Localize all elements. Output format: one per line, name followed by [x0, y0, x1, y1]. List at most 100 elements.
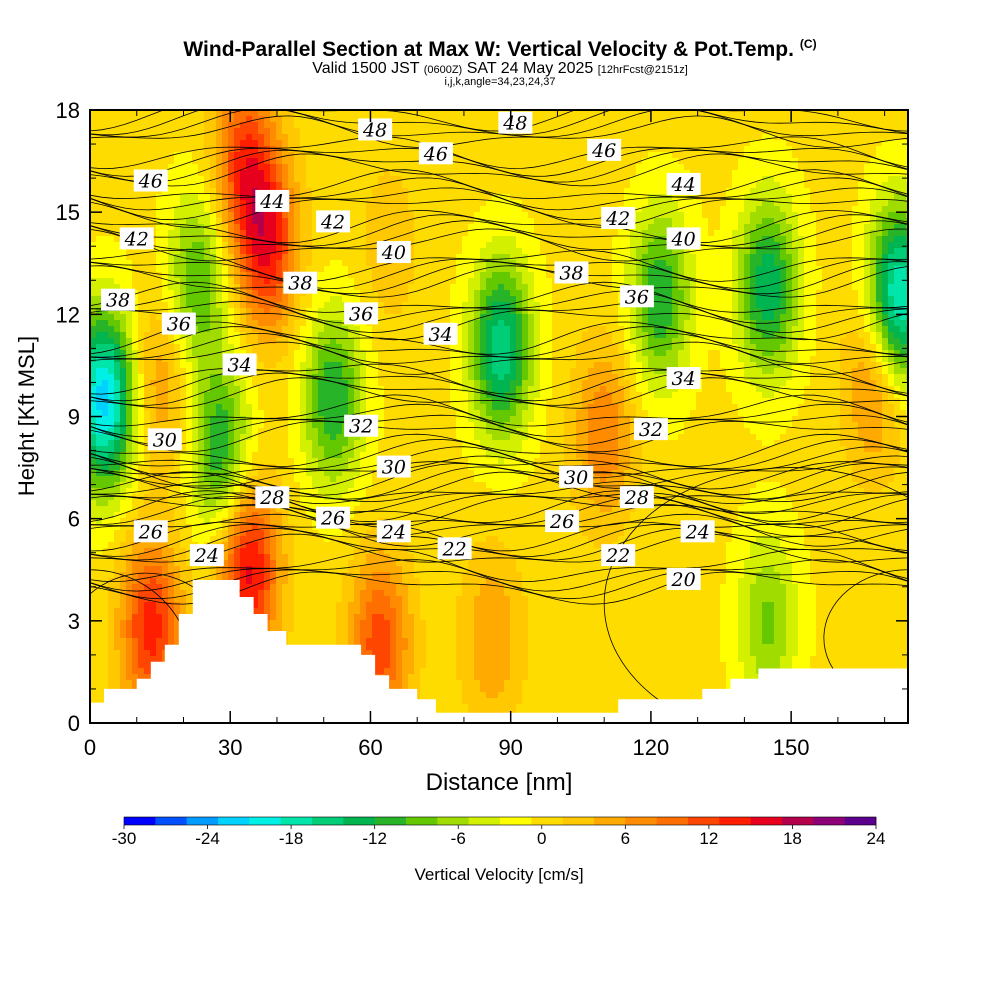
- field-cell: [330, 386, 337, 393]
- field-cell: [348, 116, 355, 123]
- field-cell: [174, 170, 181, 177]
- field-cell: [318, 194, 325, 201]
- field-cell: [354, 224, 361, 231]
- field-cell: [324, 314, 331, 321]
- field-cell: [336, 368, 343, 375]
- field-cell: [186, 410, 193, 417]
- field-cell: [282, 470, 289, 477]
- field-cell: [306, 338, 313, 345]
- field-cell: [300, 626, 307, 633]
- field-cell: [90, 128, 97, 135]
- field-cell: [330, 326, 337, 333]
- field-cell: [282, 182, 289, 189]
- field-cell: [354, 584, 361, 591]
- field-cell: [246, 278, 253, 285]
- field-cell: [216, 248, 223, 255]
- field-cell: [156, 392, 163, 399]
- field-cell: [294, 266, 301, 273]
- field-cell: [246, 188, 253, 195]
- field-cell: [282, 254, 289, 261]
- field-cell: [210, 458, 217, 465]
- field-cell: [228, 464, 235, 471]
- field-cell: [330, 266, 337, 273]
- field-cell: [138, 398, 145, 405]
- field-cell: [210, 134, 217, 141]
- field-cell: [126, 668, 133, 675]
- field-cell: [348, 404, 355, 411]
- field-cell: [174, 206, 181, 213]
- field-cell: [354, 500, 361, 507]
- field-cell: [312, 518, 319, 525]
- field-cell: [342, 332, 349, 339]
- field-cell: [234, 236, 241, 243]
- field-cell: [114, 428, 121, 435]
- field-cell: [90, 578, 97, 585]
- field-cell: [90, 248, 97, 255]
- field-cell: [114, 254, 121, 261]
- field-cell: [186, 272, 193, 279]
- field-cell: [270, 536, 277, 543]
- field-cell: [354, 332, 361, 339]
- field-cell: [234, 374, 241, 381]
- field-cell: [174, 344, 181, 351]
- field-cell: [372, 206, 379, 213]
- field-cell: [216, 476, 223, 483]
- field-cell: [306, 374, 313, 381]
- field-cell: [192, 524, 199, 531]
- field-cell: [300, 314, 307, 321]
- field-cell: [204, 314, 211, 321]
- field-cell: [276, 242, 283, 249]
- field-cell: [348, 338, 355, 345]
- field-cell: [174, 284, 181, 291]
- field-cell: [318, 428, 325, 435]
- field-cell: [378, 278, 385, 285]
- field-cell: [186, 164, 193, 171]
- field-cell: [192, 302, 199, 309]
- field-cell: [204, 362, 211, 369]
- field-cell: [354, 506, 361, 513]
- field-cell: [132, 458, 139, 465]
- field-cell: [336, 134, 343, 141]
- field-cell: [156, 218, 163, 225]
- field-cell: [252, 536, 259, 543]
- field-cell: [210, 188, 217, 195]
- field-cell: [318, 134, 325, 141]
- field-cell: [102, 326, 109, 333]
- field-cell: [216, 368, 223, 375]
- field-cell: [354, 536, 361, 543]
- field-cell: [360, 200, 367, 207]
- field-cell: [216, 344, 223, 351]
- field-cell: [258, 140, 265, 147]
- field-cell: [126, 404, 133, 411]
- field-cell: [252, 224, 259, 231]
- field-cell: [336, 272, 343, 279]
- field-cell: [318, 566, 325, 573]
- field-cell: [222, 404, 229, 411]
- field-cell: [198, 524, 205, 531]
- field-cell: [174, 632, 181, 639]
- field-cell: [102, 314, 109, 321]
- field-cell: [102, 626, 109, 633]
- field-cell: [150, 146, 157, 153]
- field-cell: [282, 110, 289, 117]
- field-cell: [192, 410, 199, 417]
- field-cell: [96, 404, 103, 411]
- field-cell: [276, 590, 283, 597]
- field-cell: [216, 452, 223, 459]
- field-cell: [114, 656, 121, 663]
- field-cell: [138, 122, 145, 129]
- field-cell: [132, 650, 139, 657]
- field-cell: [228, 140, 235, 147]
- field-cell: [168, 572, 175, 579]
- field-cell: [138, 446, 145, 453]
- field-cell: [300, 620, 307, 627]
- field-cell: [294, 380, 301, 387]
- field-cell: [264, 524, 271, 531]
- field-cell: [222, 566, 229, 573]
- field-cell: [276, 158, 283, 165]
- field-cell: [354, 158, 361, 165]
- field-cell: [126, 440, 133, 447]
- field-cell: [348, 578, 355, 585]
- field-cell: [186, 572, 193, 579]
- field-cell: [132, 596, 139, 603]
